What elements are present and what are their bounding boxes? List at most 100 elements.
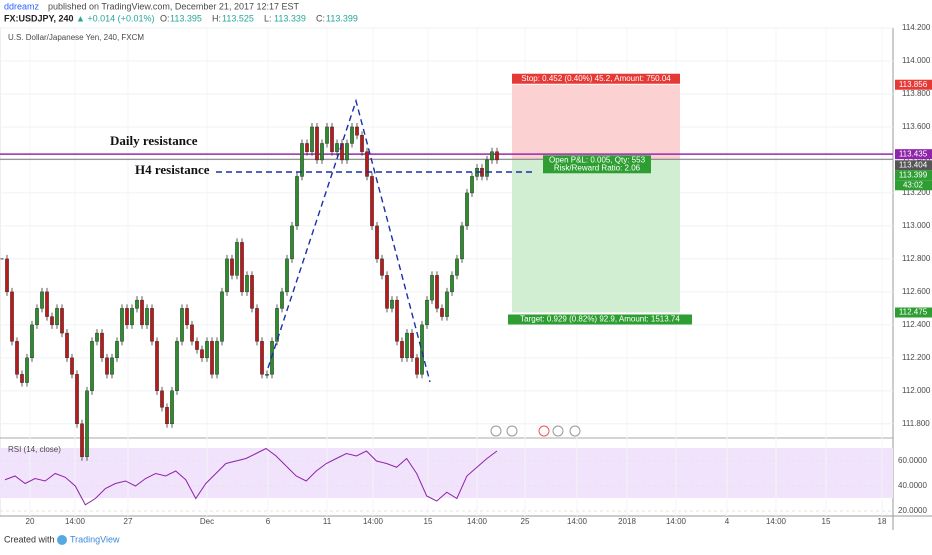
candle xyxy=(265,374,269,376)
candle xyxy=(465,192,469,227)
stop-price-tag: 113.856 xyxy=(899,80,928,89)
candle xyxy=(160,390,164,408)
entry-price-tag: 113.404 xyxy=(899,160,928,169)
stop-price-tag-box xyxy=(895,79,932,90)
x-tick-label: 18 xyxy=(878,517,887,526)
candle xyxy=(305,143,309,152)
candle xyxy=(130,308,134,326)
resistance-price-tag-box xyxy=(895,149,932,160)
candle xyxy=(320,143,324,161)
candle xyxy=(415,357,419,375)
resistance-price-tag: 113.435 xyxy=(899,149,928,158)
candle xyxy=(385,275,389,309)
candle xyxy=(95,332,99,342)
x-tick-label: 14:00 xyxy=(766,517,787,526)
entry-price-tag-box xyxy=(895,160,932,171)
candle xyxy=(435,275,439,309)
candle xyxy=(240,242,244,293)
candle xyxy=(210,341,214,375)
footer-created: Created with xyxy=(4,534,55,544)
published: published on TradingView.com, December 2… xyxy=(48,1,299,11)
candle xyxy=(15,341,19,375)
ohlc-key: H: xyxy=(212,13,221,23)
y-tick-label: 112.600 xyxy=(902,287,931,296)
last-price-tag-box xyxy=(895,170,932,181)
ohlc: O: 113.395 H: 113.525 L: 113.339 C: 113.399 xyxy=(160,13,358,23)
last-price-tag: 113.399 xyxy=(899,170,928,179)
y-tick-label: 113.400 xyxy=(902,155,931,164)
y-tick-label: 112.000 xyxy=(902,386,931,395)
candle xyxy=(100,332,104,359)
candle xyxy=(75,374,79,425)
candle xyxy=(165,407,169,425)
candle xyxy=(345,143,349,161)
x-tick-label: 20 xyxy=(26,517,35,526)
target-zone xyxy=(512,159,680,313)
candle xyxy=(455,258,459,276)
x-tick-label: 27 xyxy=(124,517,133,526)
pnl-label: Open P&L: 0.005, Qty: 553 xyxy=(549,155,646,164)
candle xyxy=(125,308,129,326)
candle xyxy=(405,332,409,359)
x-tick-label: 6 xyxy=(266,517,271,526)
candle xyxy=(440,308,444,317)
target-price-tag-box xyxy=(895,307,932,318)
candle xyxy=(175,341,179,392)
target-label-box xyxy=(508,314,692,325)
candle xyxy=(235,242,239,276)
candle xyxy=(450,275,454,293)
logo xyxy=(57,535,67,545)
candle xyxy=(470,176,474,194)
candle xyxy=(50,316,54,326)
rsi-line xyxy=(4,447,498,506)
candle xyxy=(200,349,204,359)
candle xyxy=(215,341,219,375)
candle xyxy=(280,291,284,309)
rsi-band xyxy=(0,448,893,498)
candle xyxy=(380,258,384,276)
candle xyxy=(355,126,359,136)
x-tick-label: 14:00 xyxy=(666,517,687,526)
candle xyxy=(370,176,374,227)
candle xyxy=(445,291,449,317)
target-price-tag: 112.475 xyxy=(899,308,928,317)
candle xyxy=(205,341,209,359)
candle xyxy=(5,258,9,293)
candle xyxy=(155,341,159,392)
candle xyxy=(225,258,229,293)
chart-title: U.S. Dollar/Japanese Yen, 240, FXCM xyxy=(8,33,144,42)
pnl-box xyxy=(543,155,651,174)
rsi-tick-label: 40.0000 xyxy=(898,481,927,490)
countdown-tag-box xyxy=(895,180,932,191)
candle xyxy=(40,291,44,309)
rr-label: Risk/Reward Ratio: 2.06 xyxy=(554,163,641,172)
y-tick-label: 114.200 xyxy=(902,23,931,32)
candle xyxy=(220,291,224,342)
ohlc-key: C: xyxy=(316,13,325,23)
change: ▲ +0.014 (+0.01%) xyxy=(76,13,154,23)
candle xyxy=(170,390,174,425)
x-tick-label: 4 xyxy=(725,517,730,526)
candle xyxy=(30,324,34,359)
candle xyxy=(410,332,414,359)
x-tick-label: 14:00 xyxy=(363,517,384,526)
candle xyxy=(60,308,64,334)
candle xyxy=(115,341,119,359)
x-tick-label: Dec xyxy=(200,517,214,526)
candle xyxy=(335,143,339,152)
candle xyxy=(485,159,489,177)
y-tick-label: 112.800 xyxy=(902,254,931,263)
y-tick-label: 113.000 xyxy=(902,221,931,230)
ohlc-value: 113.525 xyxy=(222,13,254,23)
candle xyxy=(150,308,154,342)
candle xyxy=(495,151,499,161)
candle xyxy=(425,299,429,326)
candle xyxy=(340,143,344,161)
x-tick-label: 15 xyxy=(424,517,433,526)
candle xyxy=(135,299,139,309)
candle xyxy=(295,176,299,227)
candle xyxy=(145,308,149,326)
candle xyxy=(20,374,24,383)
